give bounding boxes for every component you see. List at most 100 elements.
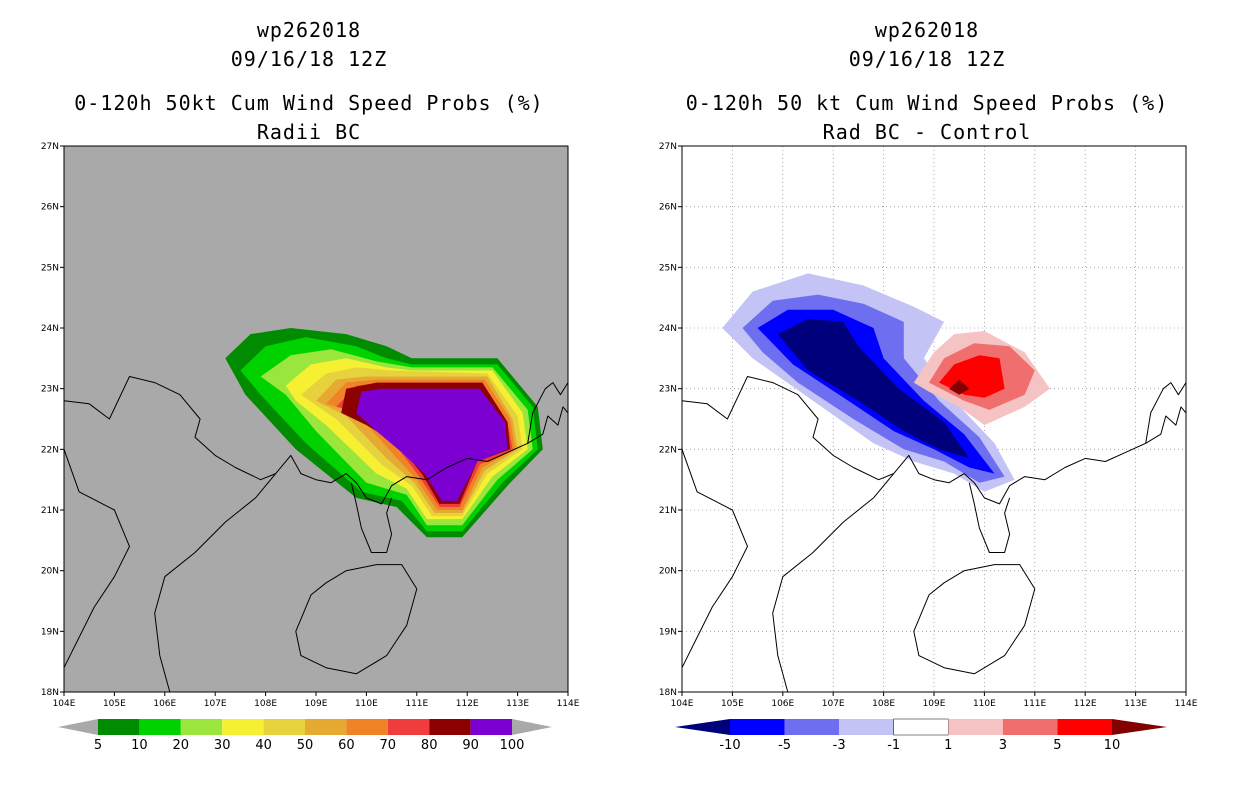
lon-tick-label: 107E [204, 699, 227, 709]
colorbar-label: 60 [338, 738, 355, 753]
negative-minimum [898, 412, 919, 426]
colorbar-label: 90 [462, 738, 479, 753]
colorbar-label: 3 [999, 738, 1007, 753]
lat-tick-label: 19N [659, 627, 677, 637]
lon-tick-label: 106E [771, 699, 794, 709]
right-product-title: 0-120h 50 kt Cum Wind Speed Probs (%) [685, 91, 1169, 115]
colorbar-segment [180, 719, 223, 735]
lat-tick-label: 25N [41, 263, 59, 273]
lat-tick-label: 27N [659, 142, 677, 152]
colorbar-label: -1 [887, 738, 900, 753]
colorbar-segment [139, 719, 181, 735]
left-storm-id: wp262018 [256, 18, 362, 42]
colorbar-label: 5 [94, 738, 102, 753]
lon-tick-label: 108E [872, 699, 895, 709]
colorbar-segment [948, 719, 1003, 735]
colorbar-upper-arrow [1112, 719, 1167, 735]
colorbar-label: 100 [500, 738, 525, 753]
colorbar-segment [346, 719, 388, 735]
colorbar-label: -3 [833, 738, 846, 753]
difference-contours [722, 273, 1050, 492]
lat-tick-label: 26N [41, 203, 59, 213]
lon-tick-label: 114E [1175, 699, 1198, 709]
lon-tick-label: 109E [923, 699, 946, 709]
pearl-river-estuary [527, 382, 569, 444]
lon-tick-label: 105E [721, 699, 744, 709]
leizhou-peninsula [968, 482, 1011, 553]
lon-tick-label: 108E [254, 699, 277, 709]
colorbar-label: 5 [1053, 738, 1061, 753]
colorbar-segment [429, 719, 471, 735]
lon-tick-label: 104E [671, 699, 694, 709]
lon-tick-label: 114E [557, 699, 580, 709]
lon-tick-label: 109E [305, 699, 328, 709]
lat-tick-label: 24N [659, 324, 677, 334]
lat-tick-label: 20N [659, 567, 677, 577]
colorbar-label: -5 [778, 738, 791, 753]
hainan-island [295, 564, 418, 675]
lat-tick-label: 21N [41, 506, 59, 516]
colorbar-label: 40 [255, 738, 272, 753]
colorbar-label: -10 [719, 738, 740, 753]
south-china-coastline [63, 376, 569, 505]
axes-group: 104E 105E 106E 107E 108E 109E 110E 111E 112E 113E… [41, 142, 580, 709]
colorbar-label: 1 [944, 738, 952, 753]
lon-tick-label: 113E [1124, 699, 1147, 709]
colorbar-segment [1057, 719, 1112, 735]
colorbar-label: 70 [380, 738, 397, 753]
colorbar-upper-arrow [512, 719, 552, 735]
axes-group: 104E 105E 106E 107E 108E 109E 110E 111E 112E 113E… [659, 142, 1198, 709]
colorbar-label: 10 [131, 738, 148, 753]
lon-tick-label: 111E [405, 699, 428, 709]
leizhou-peninsula [350, 482, 393, 553]
colorbar-lower-arrow [58, 719, 98, 735]
right-difference-map: 104E 105E 106E 107E 108E 109E 110E 111E 112E 113E… [659, 142, 1198, 753]
inland-border [63, 449, 130, 668]
map-frame [681, 145, 1187, 693]
lat-tick-label: 18N [659, 688, 677, 698]
map-frame [63, 145, 569, 693]
left-colorbar: 5 10 20 30 40 50 60 70 80 90 100 [58, 719, 552, 753]
lat-tick-label: 23N [41, 385, 59, 395]
lon-tick-label: 110E [973, 699, 996, 709]
vietnam-coastline [154, 473, 277, 693]
probability-swaths [225, 328, 543, 538]
right-map-panel: wp262018 09/16/18 12Z 0-120h 50 kt Cum W… [618, 0, 1236, 800]
lat-tick-label: 25N [659, 263, 677, 273]
lon-tick-label: 107E [822, 699, 845, 709]
lon-tick-label: 105E [103, 699, 126, 709]
prob-swath-10 [356, 388, 508, 501]
lat-tick-label: 22N [659, 445, 677, 455]
left-subtitle: Radii BC [256, 120, 362, 144]
colorbar-segment [263, 719, 305, 735]
lat-tick-label: 20N [41, 567, 59, 577]
south-china-coastline [681, 376, 1187, 505]
colorbar-segment [784, 719, 840, 735]
lon-tick-label: 112E [456, 699, 479, 709]
right-storm-id: wp262018 [874, 18, 980, 42]
colorbar-lower-arrow [675, 719, 730, 735]
right-date: 09/16/18 12Z [848, 47, 1006, 71]
colorbar-label: 30 [214, 738, 231, 753]
right-subtitle: Rad BC - Control [822, 120, 1032, 144]
colorbar-segment [98, 719, 140, 735]
vietnam-coastline [772, 473, 895, 693]
lat-tick-label: 27N [41, 142, 59, 152]
coastline-group [681, 376, 1187, 693]
colorbar-segment [387, 719, 430, 735]
colorbar-segment [305, 719, 347, 735]
lat-tick-label: 19N [41, 627, 59, 637]
colorbar-segment [893, 718, 949, 736]
colorbar-segment [839, 719, 894, 735]
coastline-group [63, 376, 569, 693]
colorbar-label: 80 [421, 738, 438, 753]
colorbar-label: 20 [173, 738, 190, 753]
colorbar-segment [1002, 719, 1058, 735]
colorbar-label: 10 [1104, 738, 1121, 753]
left-map-panel: wp262018 09/16/18 12Z 0-120h 50kt Cum Wi… [41, 18, 580, 753]
colorbar-segment [730, 719, 785, 735]
lon-tick-label: 106E [153, 699, 176, 709]
lat-tick-label: 21N [659, 506, 677, 516]
left-date: 09/16/18 12Z [230, 47, 388, 71]
lon-tick-label: 112E [1074, 699, 1097, 709]
